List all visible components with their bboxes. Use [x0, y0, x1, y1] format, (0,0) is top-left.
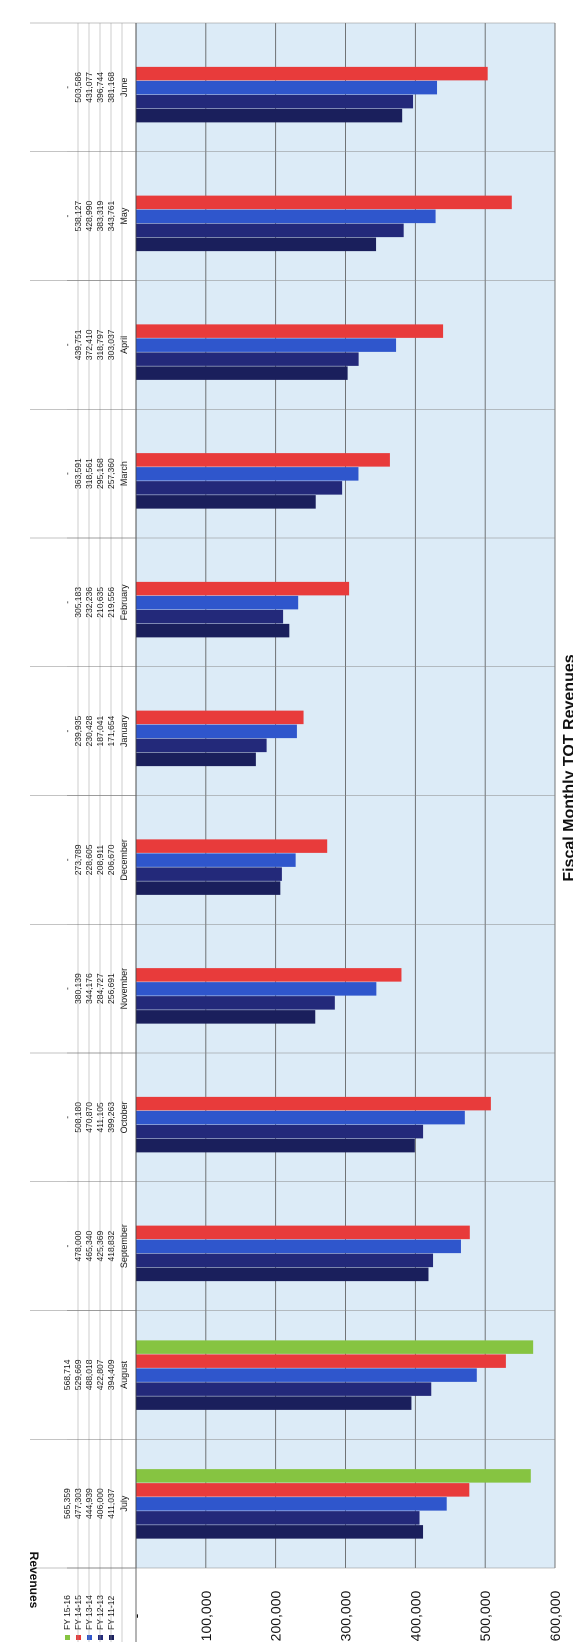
- bar-fy-14-15-august: [136, 1354, 506, 1368]
- category-label: November: [119, 968, 129, 1010]
- bar-fy-11-12-september: [136, 1267, 429, 1282]
- bar-fy-11-12-may: [136, 237, 377, 252]
- legend-swatch: [87, 1635, 92, 1640]
- category-label: October: [119, 1101, 129, 1133]
- bar-fy-11-12-january: [136, 752, 256, 767]
- y-tick-label: 500,000: [477, 1590, 493, 1641]
- bar-fy-11-12-march: [136, 495, 316, 509]
- category-label: March: [119, 461, 129, 486]
- y-tick-label: 400,000: [407, 1590, 423, 1641]
- legend-swatch: [98, 1635, 103, 1640]
- bar-fy-12-13-may: [136, 223, 404, 238]
- legend-swatch: [109, 1635, 114, 1640]
- bar-fy-11-12-august: [136, 1396, 412, 1410]
- bar-fy-11-12-april: [136, 366, 348, 380]
- bar-fy-12-13-january: [136, 738, 267, 753]
- y-tick-label: 200,000: [268, 1590, 284, 1641]
- bar-fy-15-16-august: [136, 1340, 534, 1354]
- bar-fy-14-15-january: [136, 710, 304, 725]
- bar-fy-13-14-april: [136, 338, 397, 352]
- bar-fy-14-15-february: [136, 581, 350, 596]
- bar-fy-12-13-december: [136, 867, 282, 881]
- category-label: December: [119, 839, 129, 881]
- bar-fy-12-13-july: [136, 1511, 420, 1525]
- category-label: July: [119, 1495, 129, 1512]
- data-label: 568,714: [62, 1359, 72, 1390]
- y-tick-label: -: [128, 1613, 144, 1618]
- bar-fy-12-13-september: [136, 1253, 434, 1268]
- data-label: -: [62, 987, 72, 990]
- bar-fy-14-15-march: [136, 453, 390, 467]
- bar-fy-14-15-april: [136, 324, 444, 338]
- category-label: August: [119, 1360, 129, 1389]
- bar-fy-12-13-august: [136, 1382, 432, 1396]
- bar-fy-13-14-june: [136, 80, 438, 95]
- bar-fy-13-14-may: [136, 209, 436, 224]
- data-label: 565,359: [62, 1488, 72, 1519]
- legend-label: FY 15-16: [62, 1595, 72, 1630]
- bar-fy-14-15-november: [136, 968, 402, 982]
- bar-fy-13-14-march: [136, 467, 359, 481]
- bar-fy-14-15-december: [136, 839, 328, 853]
- bar-fy-13-14-february: [136, 595, 299, 610]
- bar-fy-13-14-october: [136, 1110, 465, 1125]
- bar-fy-12-13-march: [136, 481, 343, 495]
- bar-fy-13-14-august: [136, 1368, 477, 1382]
- legend-swatch: [65, 1635, 70, 1640]
- y-tick-label: 100,000: [198, 1590, 214, 1641]
- bar-fy-13-14-september: [136, 1239, 461, 1254]
- bar-fy-11-12-october: [136, 1138, 415, 1153]
- bar-fy-14-15-september: [136, 1225, 470, 1240]
- bar-fy-12-13-november: [136, 996, 335, 1010]
- data-label: -: [62, 858, 72, 861]
- y-tick-label: 600,000: [547, 1590, 563, 1641]
- data-label: -: [62, 343, 72, 346]
- data-label: -: [62, 1245, 72, 1248]
- bar-fy-14-15-may: [136, 195, 512, 210]
- bar-fy-13-14-july: [136, 1497, 447, 1511]
- bar-fy-12-13-june: [136, 94, 414, 109]
- category-label: April: [119, 336, 129, 354]
- bar-fy-12-13-february: [136, 609, 284, 624]
- category-label: June: [119, 78, 129, 98]
- legend-swatch: [76, 1635, 81, 1640]
- y-tick-label: 300,000: [338, 1590, 354, 1641]
- bar-fy-11-12-june: [136, 108, 403, 123]
- data-label: -: [62, 215, 72, 218]
- y-axis-label: Revenues: [27, 1552, 41, 1609]
- data-label: -: [62, 1116, 72, 1119]
- category-label: May: [119, 207, 129, 225]
- data-label: -: [62, 472, 72, 475]
- data-label: -: [62, 86, 72, 89]
- bar-fy-15-16-july: [136, 1469, 531, 1483]
- bar-fy-14-15-july: [136, 1483, 470, 1497]
- data-label: -: [62, 601, 72, 604]
- bar-fy-13-14-november: [136, 982, 377, 996]
- bar-fy-13-14-december: [136, 853, 296, 867]
- bar-fy-14-15-october: [136, 1096, 491, 1111]
- chart-title: Fiscal Monthly TOT Revenues: [561, 654, 573, 881]
- bar-fy-14-15-june: [136, 66, 488, 81]
- bar-fy-13-14-january: [136, 724, 297, 739]
- bar-fy-11-12-december: [136, 881, 281, 895]
- data-label: -: [62, 730, 72, 733]
- bar-fy-11-12-july: [136, 1525, 424, 1539]
- bar-fy-11-12-november: [136, 1010, 316, 1024]
- bar-fy-12-13-april: [136, 352, 359, 366]
- bar-fy-11-12-february: [136, 623, 290, 638]
- category-label: September: [119, 1224, 129, 1268]
- bar-fy-12-13-october: [136, 1124, 424, 1139]
- category-label: February: [119, 584, 129, 621]
- category-label: January: [119, 715, 129, 748]
